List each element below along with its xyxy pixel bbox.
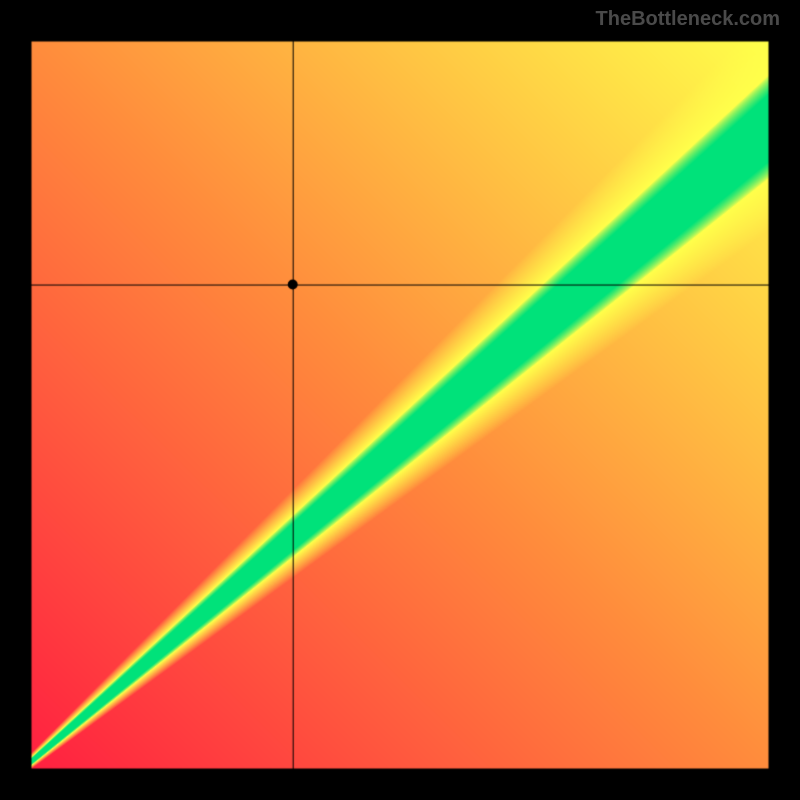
chart-container: TheBottleneck.com xyxy=(0,0,800,800)
watermark-text: TheBottleneck.com xyxy=(596,8,780,31)
heatmap-canvas xyxy=(0,0,800,800)
